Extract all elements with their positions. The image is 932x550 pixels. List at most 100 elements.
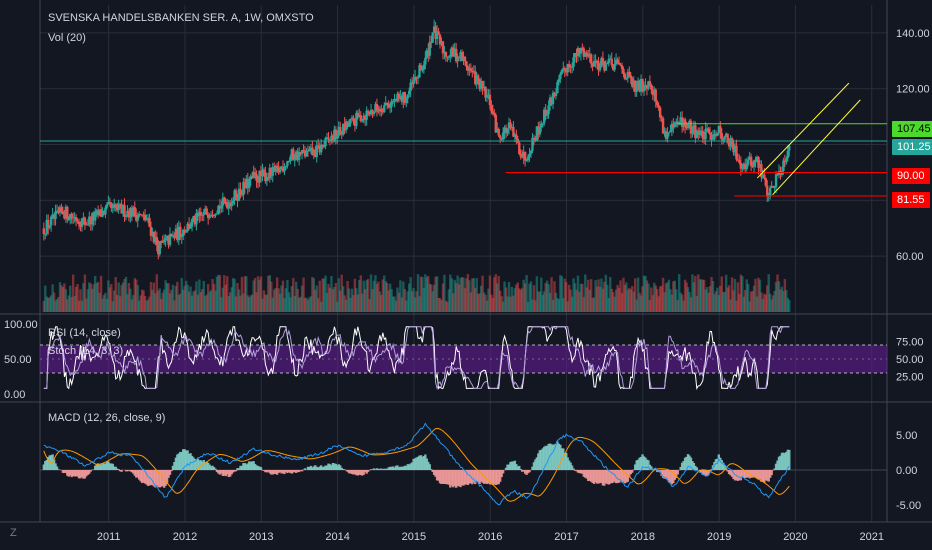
- candle-body: [764, 178, 767, 186]
- candle-body: [286, 161, 289, 166]
- candle-body: [689, 120, 693, 134]
- volume-bar: [631, 286, 634, 312]
- volume-bar: [500, 296, 503, 312]
- volume-bar: [463, 288, 467, 312]
- macd-histogram-bar: [227, 470, 230, 478]
- volume-bar: [387, 290, 390, 312]
- macd-histogram-bar: [341, 468, 345, 470]
- macd-histogram-bar: [449, 470, 452, 488]
- candle-body: [432, 26, 436, 33]
- candle-body: [504, 127, 508, 134]
- macd-histogram-bar: [601, 470, 605, 486]
- candle-body: [391, 101, 395, 103]
- candle-body: [366, 110, 370, 112]
- volume-bar: [130, 299, 134, 312]
- volume-bar: [410, 291, 414, 312]
- macd-histogram-bar: [52, 459, 56, 470]
- volume-bar: [45, 296, 48, 312]
- candle-body: [223, 197, 226, 202]
- candle-body: [384, 102, 387, 106]
- volume-bar: [61, 287, 65, 312]
- volume-bar: [70, 297, 73, 312]
- macd-histogram-bar: [42, 464, 46, 470]
- volume-bar: [746, 284, 750, 312]
- timezone-icon[interactable]: Z: [10, 527, 17, 539]
- candle-body: [61, 211, 65, 214]
- volume-bar: [341, 286, 345, 312]
- candle-body: [120, 204, 123, 214]
- macd-histogram-bar: [385, 468, 389, 470]
- candle-body: [277, 167, 280, 173]
- candle-body: [594, 60, 597, 62]
- volume-bar: [390, 289, 393, 312]
- candle-body: [308, 148, 311, 152]
- macd-histogram-bar: [45, 459, 48, 470]
- candle-body: [431, 32, 434, 43]
- macd-histogram-bar: [339, 465, 342, 470]
- volume-bar: [421, 276, 424, 312]
- macd-histogram-bar: [211, 465, 214, 470]
- volume-bar: [688, 292, 691, 312]
- macd-histogram-bar: [782, 452, 785, 470]
- candle-body: [609, 58, 612, 60]
- macd-histogram-bar: [523, 470, 527, 474]
- candle-body: [58, 207, 62, 213]
- macd-histogram-bar: [491, 470, 495, 486]
- macd-histogram-bar: [606, 470, 609, 484]
- macd-histogram-bar: [394, 465, 398, 470]
- candle-body: [98, 209, 101, 216]
- macd-histogram-bar: [408, 464, 411, 470]
- volume-bar: [402, 281, 405, 312]
- macd-histogram-bar: [780, 452, 784, 470]
- volume-bar: [623, 285, 627, 312]
- macd-histogram-bar: [174, 457, 178, 470]
- volume-bar: [189, 286, 192, 312]
- macd-histogram-bar: [204, 462, 207, 470]
- candle-body: [267, 177, 270, 179]
- candle-body: [162, 240, 166, 243]
- volume-bar: [713, 294, 716, 312]
- candle-body: [449, 55, 452, 57]
- macd-histogram-bar: [729, 470, 732, 476]
- volume-bar: [726, 287, 729, 312]
- volume-bar: [509, 296, 512, 312]
- volume-bar: [265, 294, 269, 312]
- volume-bar: [754, 278, 757, 312]
- volume-bar: [51, 284, 54, 312]
- candle-body: [212, 215, 216, 217]
- candle-body: [321, 144, 324, 147]
- volume-bar: [286, 279, 289, 312]
- candle-body: [519, 153, 522, 157]
- candle-body: [246, 178, 249, 189]
- macd-histogram-bar: [460, 470, 464, 486]
- macd-histogram-bar: [107, 461, 110, 470]
- candle-body: [494, 114, 497, 133]
- volume-bar: [653, 282, 656, 312]
- volume-bar: [481, 275, 484, 312]
- macd-histogram-bar: [346, 470, 349, 472]
- volume-bar: [221, 287, 225, 312]
- candle-body: [633, 80, 637, 92]
- candle-body: [60, 207, 63, 212]
- candle-body: [340, 132, 343, 135]
- macd-histogram-bar: [719, 457, 722, 470]
- volume-bar: [666, 282, 669, 312]
- time-tick-label: 2020: [783, 531, 807, 543]
- volume-bar: [164, 280, 167, 312]
- volume-bar: [601, 288, 605, 312]
- candle-body: [459, 52, 462, 57]
- macd-histogram-bar: [67, 470, 70, 477]
- volume-bar: [154, 293, 157, 312]
- volume-bar: [113, 290, 116, 312]
- volume-bar: [717, 295, 721, 312]
- macd-histogram-bar: [450, 470, 453, 486]
- candle-body: [443, 51, 446, 54]
- candle-body: [763, 174, 766, 179]
- volume-bar: [246, 295, 249, 312]
- candle-body: [388, 106, 392, 108]
- candle-body: [362, 115, 365, 121]
- candle-body: [714, 133, 718, 136]
- volume-bar: [145, 300, 148, 312]
- macd-histogram-bar: [393, 467, 396, 470]
